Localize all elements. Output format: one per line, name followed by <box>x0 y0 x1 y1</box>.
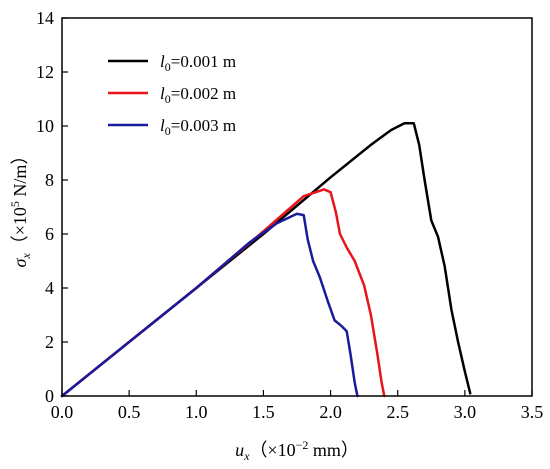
y-axis-unit: N/m） <box>10 147 30 202</box>
x-tick-label-0: 0.0 <box>51 402 74 422</box>
x-tick-label-7: 3.5 <box>521 402 544 422</box>
x-tick-label-1: 0.5 <box>118 402 141 422</box>
ticks-layer: 0.0 0.5 1.0 1.5 2.0 2.5 3.0 3.5 0 2 4 6 8 10 12 14 <box>36 8 543 422</box>
legend-symbol-1: l <box>160 84 165 103</box>
x-tick-label-6: 3.0 <box>454 402 477 422</box>
y-tick-label-3: 6 <box>45 224 54 244</box>
y-axis-label-group: σx（×105 N/m） <box>8 147 33 268</box>
x-tick-label-4: 2.0 <box>319 402 342 422</box>
y-tick-label-2: 4 <box>45 278 54 298</box>
y-axis-subscript: x <box>19 253 33 260</box>
plot-frame <box>61 17 533 397</box>
y-axis-exponent: 5 <box>8 201 22 207</box>
legend-label-0: l0=0.001 m <box>160 52 236 74</box>
legend-label-2: l0=0.003 m <box>160 116 236 138</box>
y-axis-text: （×10 <box>10 207 30 253</box>
y-tick-label-0: 0 <box>45 386 54 406</box>
x-axis-label: ux（×10−2 mm） <box>235 438 359 463</box>
series-line-0 <box>60 122 472 398</box>
x-axis-text: （×10 <box>249 440 295 460</box>
legend-entry-1: l0=0.002 m <box>108 84 236 106</box>
legend-subscript-1: 0 <box>165 92 171 106</box>
x-tick-label-5: 2.5 <box>386 402 409 422</box>
x-axis-exponent: −2 <box>296 438 309 452</box>
legend-value-2: =0.003 m <box>171 116 236 135</box>
legend-symbol-0: l <box>160 52 165 71</box>
legend-symbol-2: l <box>160 116 165 135</box>
series-layer <box>60 122 472 398</box>
x-tick-label-2: 1.0 <box>185 402 208 422</box>
y-tick-label-7: 14 <box>36 8 54 28</box>
x-tick-label-3: 1.5 <box>252 402 275 422</box>
legend-subscript-0: 0 <box>165 60 171 74</box>
legend-entry-0: l0=0.001 m <box>108 52 236 74</box>
x-axis-subscript: x <box>243 449 250 463</box>
y-tick-label-6: 12 <box>36 62 54 82</box>
legend-value-0: =0.001 m <box>171 52 236 71</box>
y-tick-label-4: 8 <box>45 170 54 190</box>
y-axis-label: σx（×105 N/m） <box>8 147 33 268</box>
x-axis-unit: mm） <box>308 440 359 460</box>
legend-value-1: =0.002 m <box>171 84 236 103</box>
legend-subscript-2: 0 <box>165 124 171 138</box>
x-axis-symbol: u <box>235 440 244 460</box>
legend: l0=0.001 m l0=0.002 m l0=0.003 m <box>108 52 236 138</box>
legend-entry-2: l0=0.003 m <box>108 116 236 138</box>
series-line-2 <box>60 212 359 398</box>
y-tick-label-5: 10 <box>36 116 54 136</box>
y-tick-label-1: 2 <box>45 332 54 352</box>
y-axis-symbol: σ <box>10 257 30 267</box>
legend-label-1: l0=0.002 m <box>160 84 236 106</box>
